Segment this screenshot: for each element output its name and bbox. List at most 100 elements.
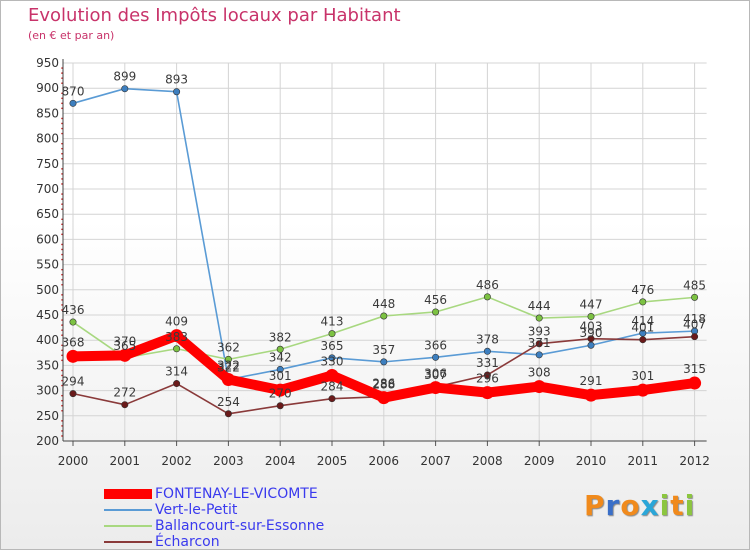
data-label: 294 bbox=[62, 375, 85, 389]
data-point bbox=[691, 293, 699, 301]
y-tick-label: 950 bbox=[36, 56, 59, 70]
data-label: 315 bbox=[683, 362, 706, 376]
y-minor-tick bbox=[61, 223, 63, 226]
data-point bbox=[587, 341, 595, 349]
data-point bbox=[380, 312, 388, 320]
data-point bbox=[483, 347, 491, 355]
data-label: 447 bbox=[580, 298, 603, 312]
y-minor-tick bbox=[61, 319, 63, 321]
y-minor-tick bbox=[61, 77, 63, 79]
proxiti-logo: Proxiti bbox=[584, 489, 695, 522]
y-minor-tick bbox=[61, 435, 63, 437]
y-minor-tick bbox=[61, 294, 63, 296]
y-minor-tick bbox=[61, 72, 63, 74]
data-point bbox=[587, 313, 595, 321]
y-minor-tick bbox=[61, 107, 63, 110]
y-minor-tick bbox=[61, 208, 63, 210]
data-label: 393 bbox=[528, 325, 551, 339]
y-minor-tick bbox=[61, 283, 63, 286]
data-label: 296 bbox=[476, 372, 499, 386]
y-tick-label: 400 bbox=[36, 333, 59, 347]
y-minor-tick bbox=[61, 168, 63, 170]
x-tick-label: 2000 bbox=[58, 454, 89, 468]
y-minor-tick bbox=[61, 278, 63, 281]
y-minor-tick bbox=[61, 354, 63, 357]
data-label: 330 bbox=[321, 354, 344, 368]
x-tick-label: 2005 bbox=[317, 454, 348, 468]
data-label: 893 bbox=[165, 73, 188, 87]
legend-label-echarcon: Écharcon bbox=[155, 534, 220, 550]
y-minor-tick bbox=[61, 193, 63, 195]
legend-label-vert-le-petit: Vert-le-Petit bbox=[155, 502, 238, 518]
y-tick-label: 800 bbox=[36, 132, 59, 146]
y-minor-tick bbox=[61, 409, 63, 412]
data-label: 307 bbox=[424, 368, 447, 382]
data-label: 383 bbox=[165, 330, 188, 344]
data-label: 322 bbox=[217, 359, 240, 373]
data-label: 456 bbox=[424, 293, 447, 307]
y-minor-tick bbox=[61, 132, 63, 135]
y-minor-tick bbox=[61, 142, 63, 145]
data-point bbox=[587, 335, 595, 343]
data-label: 378 bbox=[476, 332, 499, 346]
chart-subtitle: (en € et par an) bbox=[28, 29, 115, 42]
data-point bbox=[221, 373, 235, 387]
x-tick-label: 2012 bbox=[679, 454, 710, 468]
x-tick-label: 2004 bbox=[265, 454, 296, 468]
y-minor-tick bbox=[61, 127, 63, 130]
y-minor-tick bbox=[61, 420, 63, 422]
data-point bbox=[69, 390, 77, 398]
data-label: 362 bbox=[217, 340, 240, 354]
data-point bbox=[636, 383, 650, 397]
data-point bbox=[173, 88, 181, 96]
data-label: 365 bbox=[321, 339, 344, 353]
logo-letter: t bbox=[670, 489, 685, 522]
data-label: 270 bbox=[269, 387, 292, 401]
y-minor-tick bbox=[61, 384, 63, 387]
y-minor-tick bbox=[61, 399, 63, 402]
data-point bbox=[69, 318, 77, 326]
data-label: 476 bbox=[631, 283, 654, 297]
legend-label-ballancourt: Ballancourt-sur-Essonne bbox=[155, 518, 325, 534]
data-point bbox=[121, 85, 129, 93]
x-tick-label: 2002 bbox=[161, 454, 192, 468]
data-label: 382 bbox=[269, 330, 292, 344]
x-tick-label: 2011 bbox=[628, 454, 659, 468]
y-minor-tick bbox=[61, 324, 63, 326]
data-label: 322 bbox=[217, 361, 240, 375]
data-label: 407 bbox=[683, 318, 706, 332]
logo-letter: r bbox=[605, 489, 621, 522]
y-minor-tick bbox=[61, 203, 63, 205]
y-minor-tick bbox=[61, 344, 63, 347]
y-minor-tick bbox=[61, 152, 63, 155]
logo-letter: i bbox=[659, 489, 671, 522]
y-minor-tick bbox=[61, 147, 63, 150]
data-label: 331 bbox=[476, 356, 499, 370]
y-minor-tick bbox=[61, 67, 63, 69]
data-point bbox=[66, 349, 80, 363]
y-minor-tick bbox=[61, 82, 63, 84]
data-point bbox=[432, 353, 440, 361]
legend-label-fontenay: FONTENAY-LE-VICOMTE bbox=[155, 486, 318, 502]
y-minor-tick bbox=[61, 369, 63, 372]
data-point bbox=[691, 333, 699, 341]
y-minor-tick bbox=[61, 157, 63, 160]
y-minor-tick bbox=[61, 102, 63, 105]
y-minor-tick bbox=[61, 122, 63, 125]
y-minor-tick bbox=[61, 178, 63, 180]
data-label: 342 bbox=[269, 350, 292, 364]
y-minor-tick bbox=[61, 349, 63, 352]
data-label: 284 bbox=[321, 380, 344, 394]
y-minor-tick bbox=[61, 248, 63, 251]
y-minor-tick bbox=[61, 233, 63, 236]
data-label: 436 bbox=[62, 303, 85, 317]
data-label: 254 bbox=[217, 395, 240, 409]
data-label: 291 bbox=[580, 374, 603, 388]
data-label: 448 bbox=[372, 297, 395, 311]
y-minor-tick bbox=[61, 268, 63, 271]
data-point bbox=[170, 329, 184, 343]
y-minor-tick bbox=[61, 425, 63, 427]
data-point bbox=[273, 383, 287, 397]
